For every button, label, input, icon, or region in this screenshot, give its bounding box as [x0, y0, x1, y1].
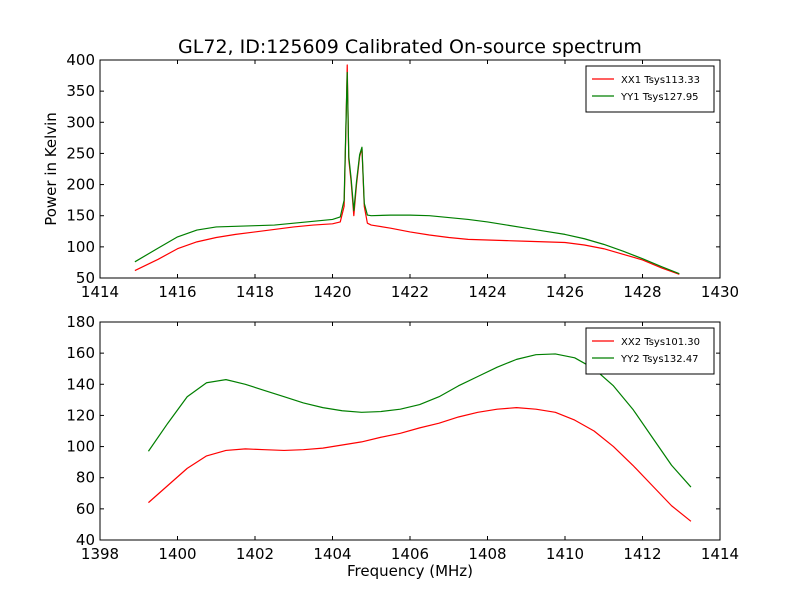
series-line-1 [148, 407, 692, 522]
x-tick-label: 1414 [701, 545, 739, 563]
y-axis-label: Power in Kelvin [42, 112, 60, 226]
x-tick-label: 1398 [81, 545, 119, 563]
y-tick-label: 120 [66, 406, 95, 424]
y-tick-label: 50 [76, 269, 95, 287]
x-tick-label: 1410 [546, 545, 584, 563]
x-tick-label: 1402 [236, 545, 274, 563]
subplot-2: 1398 1400 1402 1404 1406 1408 1410 1412 1414 40 60… [66, 313, 739, 580]
x-tick-label: 1412 [623, 545, 661, 563]
x-tick-label: 1418 [236, 283, 274, 301]
x-tick-label: 1430 [701, 283, 739, 301]
y-tick-label: 160 [66, 344, 95, 362]
x-tick-label: 1420 [313, 283, 351, 301]
legend-entry: YY2 Tsys132.47 [620, 354, 699, 365]
x-tick-label: 1424 [468, 283, 506, 301]
legend-box [585, 65, 715, 113]
legend-entry: XX1 Tsys113.33 [621, 75, 700, 86]
y-tick-label: 100 [66, 438, 95, 456]
y-tick-label: 250 [66, 144, 95, 162]
series-line-2 [134, 71, 680, 275]
figure-title: GL72, ID:125609 Calibrated On-source spe… [178, 36, 642, 58]
y-tick-label: 400 [66, 51, 95, 69]
x-axis-label: Frequency (MHz) [347, 562, 473, 580]
y-tick-label: 100 [66, 238, 95, 256]
y-tick-label: 40 [76, 531, 95, 549]
y-tick-label: 150 [66, 207, 95, 225]
x-tick-label: 1416 [158, 283, 196, 301]
y-tick-label: 350 [66, 82, 95, 100]
y-tick-label: 60 [76, 500, 95, 518]
y-tick-label: 180 [66, 313, 95, 331]
legend-entry: YY1 Tsys127.95 [620, 92, 699, 103]
x-tick-label: 1404 [313, 545, 351, 563]
x-tick-label: 1400 [158, 545, 196, 563]
x-tick-label: 1428 [623, 283, 661, 301]
legend-box [585, 327, 715, 375]
x-tick-label: 1406 [391, 545, 429, 563]
x-tick-label: 1422 [391, 283, 429, 301]
legend-entry: XX2 Tsys101.30 [621, 337, 700, 348]
x-tick-label: 1408 [468, 545, 506, 563]
x-tick-label: 1414 [81, 283, 119, 301]
y-tick-label: 200 [66, 176, 95, 194]
x-tick-label: 1426 [546, 283, 584, 301]
subplot-1: 1414 1416 1418 1420 1422 1424 1426 1428 1430 50 10… [42, 51, 739, 301]
y-tick-label: 300 [66, 113, 95, 131]
legend: XX1 Tsys113.33 YY1 Tsys127.95 [585, 65, 715, 113]
legend: XX2 Tsys101.30 YY2 Tsys132.47 [585, 327, 715, 375]
y-tick-label: 140 [66, 375, 95, 393]
y-tick-label: 80 [76, 469, 95, 487]
